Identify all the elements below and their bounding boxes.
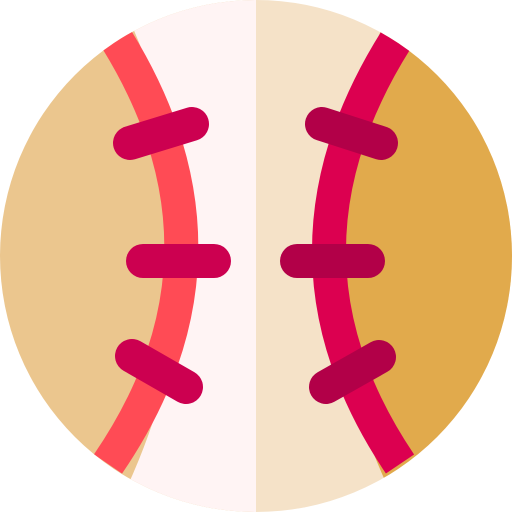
right-stitches [280,107,398,404]
left-stitches [113,107,231,404]
right-stitch-top [305,107,398,160]
left-stitch-top [113,107,209,160]
left-stitch-bottom [115,339,203,404]
right-stitch-bottom [309,340,396,404]
